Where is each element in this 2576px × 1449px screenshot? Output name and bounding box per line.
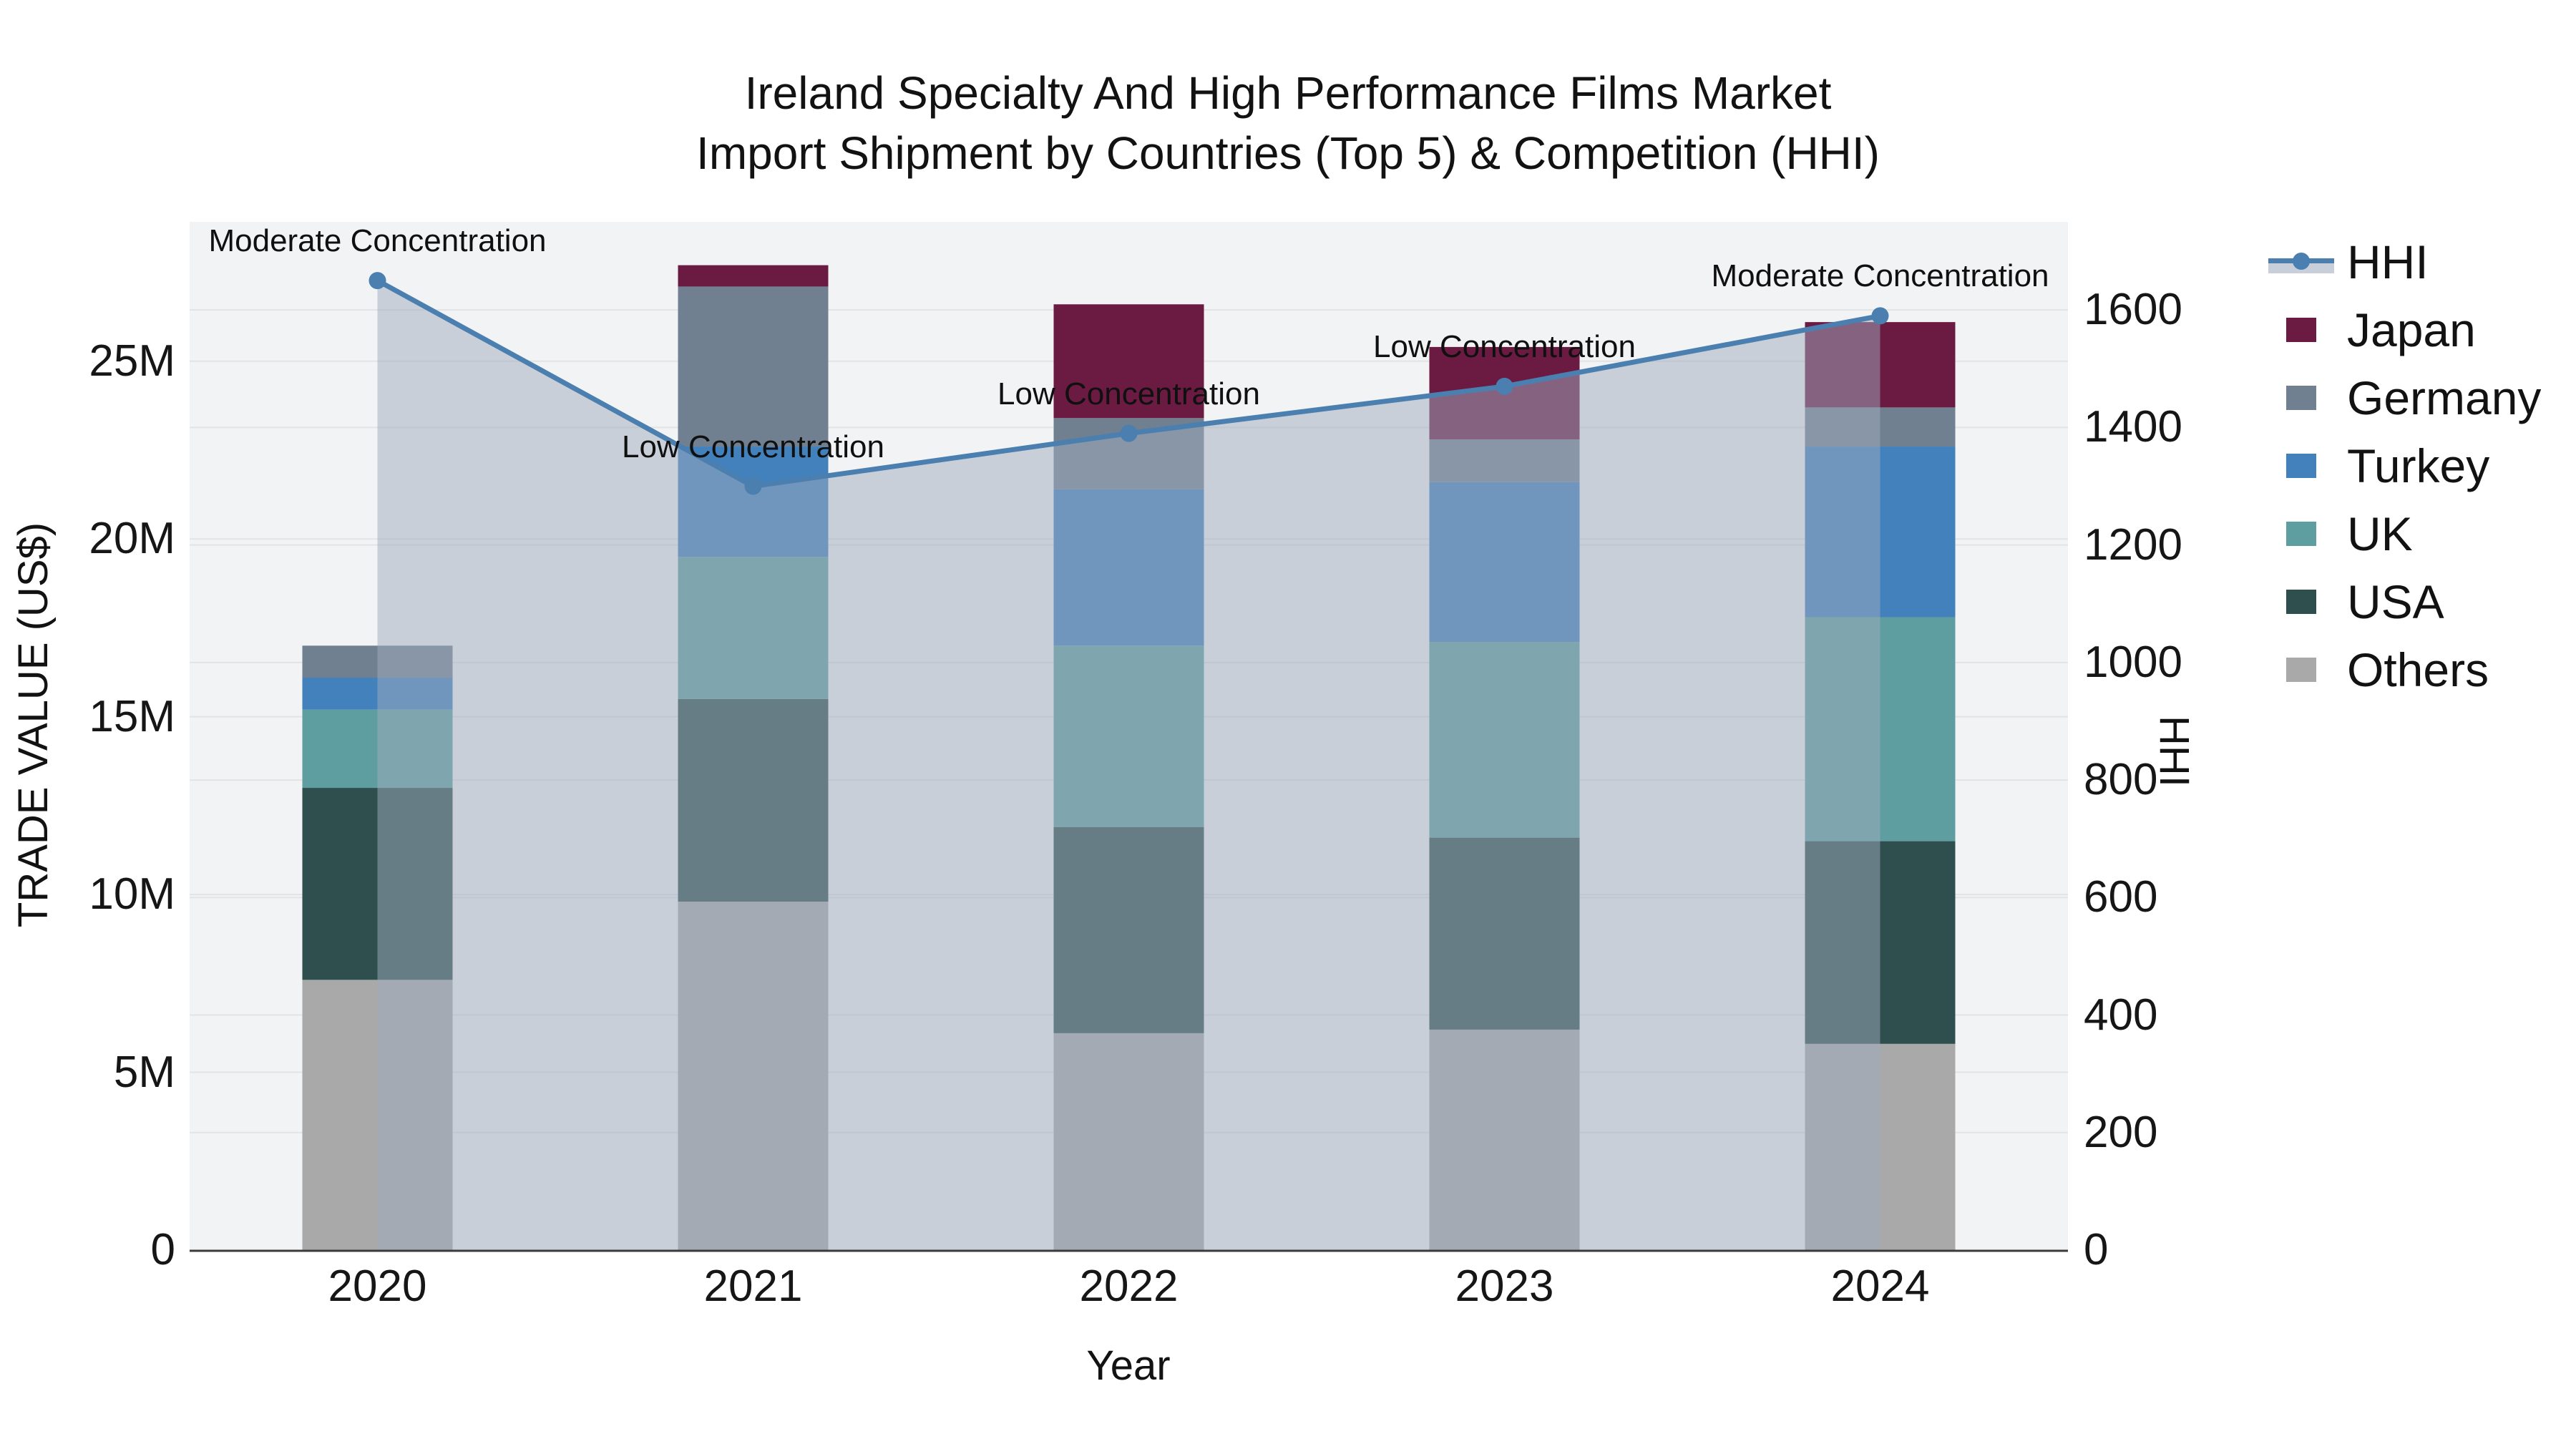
hhi-marker-2023 bbox=[1496, 377, 1513, 395]
legend-item-others[interactable]: Others bbox=[2268, 635, 2541, 703]
x-tick-label-2020: 2020 bbox=[328, 1262, 427, 1311]
y-right-tick-label: 400 bbox=[2084, 990, 2158, 1040]
y-axis-left-title: TRADE VALUE (US$) bbox=[10, 522, 57, 928]
annotation-2020: Moderate Concentration bbox=[208, 223, 547, 259]
legend: HHI Japan Germany Turkey UK USA Others bbox=[2268, 228, 2541, 703]
hhi-marker-2021 bbox=[744, 477, 762, 495]
legend-label-japan: Japan bbox=[2347, 303, 2476, 356]
y-right-tick-label: 800 bbox=[2084, 755, 2158, 805]
x-tick-label-2023: 2023 bbox=[1455, 1262, 1554, 1311]
y-right-tick-label: 1000 bbox=[2084, 637, 2182, 687]
hhi-line-swatch-icon bbox=[2268, 248, 2334, 276]
annotation-2021: Low Concentration bbox=[622, 429, 884, 464]
hhi-marker-2022 bbox=[1120, 424, 1138, 442]
x-axis-title: Year bbox=[1086, 1342, 1171, 1389]
y-right-tick-label: 1600 bbox=[2084, 285, 2182, 335]
legend-item-usa[interactable]: USA bbox=[2268, 567, 2541, 635]
hhi-area-fill bbox=[377, 280, 1880, 1251]
chart-title: Ireland Specialty And High Performance F… bbox=[0, 63, 2576, 183]
legend-item-japan[interactable]: Japan bbox=[2268, 296, 2541, 364]
hhi-marker-2024 bbox=[1871, 307, 1889, 325]
y-right-tick-label: 1400 bbox=[2084, 402, 2182, 452]
y-left-tick-label: 15M bbox=[89, 691, 175, 741]
y-left-tick-label: 20M bbox=[89, 514, 175, 564]
x-tick-label-2022: 2022 bbox=[1079, 1262, 1179, 1311]
y-left-tick-label: 5M bbox=[113, 1047, 175, 1097]
bar-segment-germany-2021 bbox=[678, 286, 829, 447]
y-right-tick-label: 1200 bbox=[2084, 519, 2182, 570]
bar-segment-japan-2021 bbox=[678, 265, 829, 287]
legend-label-usa: USA bbox=[2347, 575, 2444, 628]
y-left-tick-label: 25M bbox=[89, 336, 175, 386]
legend-label-germany: Germany bbox=[2347, 371, 2542, 424]
x-tick-label-2021: 2021 bbox=[703, 1262, 803, 1311]
y-left-tick-label: 0 bbox=[150, 1225, 175, 1274]
legend-label-uk: UK bbox=[2347, 507, 2413, 560]
hhi-line-dot bbox=[2293, 252, 2310, 270]
chart-title-line1: Ireland Specialty And High Performance F… bbox=[744, 67, 1832, 119]
y-right-tick-label: 600 bbox=[2084, 872, 2158, 922]
chart-title-line2: Import Shipment by Countries (Top 5) & C… bbox=[696, 127, 1880, 179]
legend-label-hhi: HHI bbox=[2347, 235, 2429, 288]
y-right-tick-label: 200 bbox=[2084, 1107, 2158, 1157]
legend-swatch-japan bbox=[2286, 317, 2316, 342]
legend-item-turkey[interactable]: Turkey bbox=[2268, 431, 2541, 499]
legend-item-uk[interactable]: UK bbox=[2268, 499, 2541, 567]
annotation-2024: Moderate Concentration bbox=[1711, 258, 2049, 294]
y-left-tick-label: 10M bbox=[89, 869, 175, 919]
legend-label-others: Others bbox=[2347, 643, 2489, 696]
legend-item-germany[interactable]: Germany bbox=[2268, 364, 2541, 431]
legend-swatch-usa bbox=[2286, 589, 2316, 614]
y-axis-right-title: HHI bbox=[2151, 716, 2197, 787]
bar-segment-japan-2022 bbox=[1053, 304, 1204, 419]
legend-swatch-uk bbox=[2286, 521, 2316, 546]
x-tick-label-2024: 2024 bbox=[1830, 1262, 1930, 1311]
legend-label-turkey: Turkey bbox=[2347, 439, 2490, 492]
legend-swatch-turkey bbox=[2286, 453, 2316, 478]
y-right-tick-label: 0 bbox=[2084, 1225, 2109, 1274]
annotation-2023: Low Concentration bbox=[1373, 328, 1636, 364]
legend-swatch-germany bbox=[2286, 385, 2316, 410]
legend-item-hhi[interactable]: HHI bbox=[2268, 228, 2541, 296]
annotation-2022: Low Concentration bbox=[997, 376, 1260, 411]
legend-swatch-others bbox=[2286, 657, 2316, 682]
hhi-marker-2020 bbox=[369, 272, 386, 290]
